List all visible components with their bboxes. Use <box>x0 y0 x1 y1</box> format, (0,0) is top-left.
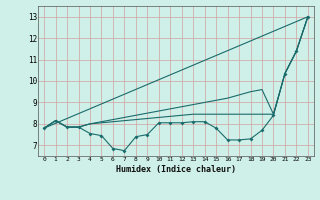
X-axis label: Humidex (Indice chaleur): Humidex (Indice chaleur) <box>116 165 236 174</box>
